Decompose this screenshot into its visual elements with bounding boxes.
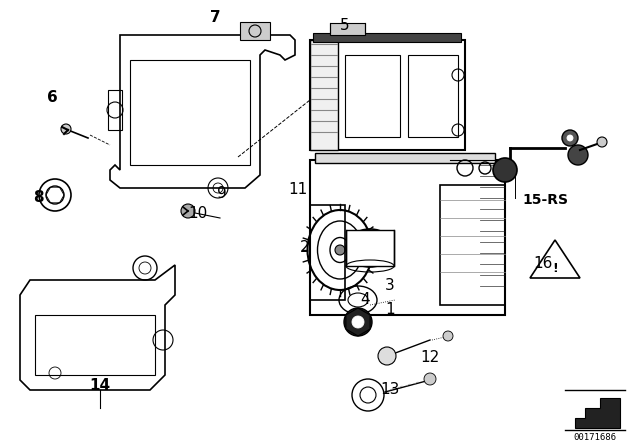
Text: 5: 5 bbox=[340, 17, 350, 33]
Text: 8: 8 bbox=[33, 190, 44, 206]
Text: 7: 7 bbox=[210, 10, 220, 26]
Circle shape bbox=[562, 130, 578, 146]
Text: 10: 10 bbox=[188, 206, 207, 220]
Bar bbox=[130, 60, 250, 165]
Circle shape bbox=[567, 135, 573, 141]
Bar bbox=[408, 55, 458, 137]
Bar bbox=[330, 23, 365, 35]
Polygon shape bbox=[575, 398, 620, 428]
Text: 16: 16 bbox=[533, 255, 553, 271]
Bar bbox=[310, 40, 338, 150]
Text: 4: 4 bbox=[360, 293, 370, 307]
Text: 9: 9 bbox=[217, 185, 227, 201]
Circle shape bbox=[568, 145, 588, 165]
Bar bbox=[345, 55, 400, 137]
Bar bbox=[440, 185, 505, 305]
Bar bbox=[346, 230, 394, 266]
Bar bbox=[310, 205, 345, 300]
Circle shape bbox=[344, 308, 372, 336]
Text: 11: 11 bbox=[289, 182, 308, 198]
Bar bbox=[108, 90, 122, 130]
Bar bbox=[240, 22, 270, 40]
Polygon shape bbox=[346, 308, 370, 336]
Text: 3: 3 bbox=[385, 277, 395, 293]
Bar bbox=[313, 33, 461, 42]
Bar bbox=[315, 153, 495, 163]
Circle shape bbox=[443, 331, 453, 341]
Circle shape bbox=[597, 137, 607, 147]
Text: 13: 13 bbox=[380, 383, 400, 397]
Circle shape bbox=[181, 204, 195, 218]
Circle shape bbox=[378, 347, 396, 365]
Text: !: ! bbox=[552, 262, 558, 275]
Circle shape bbox=[493, 158, 517, 182]
Bar bbox=[35, 315, 155, 375]
Text: 2: 2 bbox=[300, 241, 310, 255]
Circle shape bbox=[61, 124, 71, 134]
Text: 1: 1 bbox=[385, 302, 395, 318]
Circle shape bbox=[352, 316, 364, 328]
Bar bbox=[310, 40, 465, 150]
Circle shape bbox=[335, 245, 345, 255]
Text: 15-RS: 15-RS bbox=[522, 193, 568, 207]
Circle shape bbox=[424, 373, 436, 385]
Text: 12: 12 bbox=[420, 350, 440, 366]
Text: 00171686: 00171686 bbox=[573, 434, 616, 443]
Bar bbox=[310, 160, 505, 315]
Text: 6: 6 bbox=[47, 90, 58, 104]
Text: 14: 14 bbox=[90, 378, 111, 392]
